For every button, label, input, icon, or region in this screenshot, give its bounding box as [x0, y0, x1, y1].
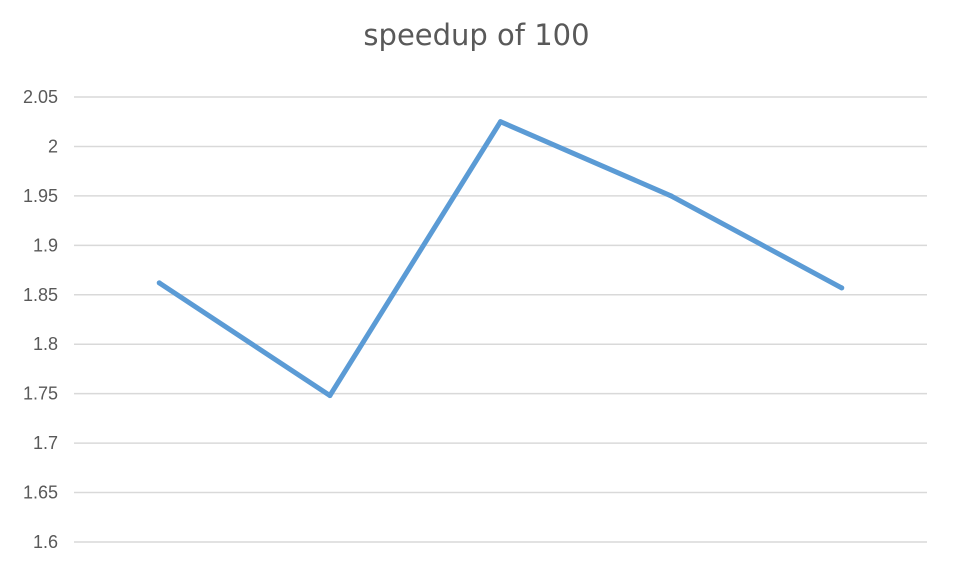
y-tick-label: 1.9 — [33, 235, 58, 255]
gridlines — [74, 96, 927, 543]
y-axis-tick-labels: 2.05 2 1.95 1.9 1.85 1.8 1.75 1.7 1.65 1.6 — [23, 87, 58, 552]
y-tick-label: 1.65 — [23, 483, 58, 503]
chart-title: speedup of 100 — [363, 18, 590, 52]
series-line — [156, 119, 845, 399]
y-tick-label: 1.8 — [33, 334, 58, 354]
series-layer — [156, 119, 845, 399]
data-point — [156, 280, 162, 286]
data-point — [327, 393, 333, 399]
data-point — [668, 193, 674, 199]
y-tick-label: 1.6 — [33, 532, 58, 552]
y-tick-label: 1.85 — [23, 285, 58, 305]
data-point — [839, 285, 845, 291]
data-point — [498, 119, 503, 125]
y-tick-label: 1.95 — [23, 186, 58, 206]
y-tick-label: 1.7 — [33, 433, 58, 453]
y-tick-label: 2.05 — [23, 87, 58, 107]
y-tick-label: 1.75 — [23, 384, 58, 404]
y-tick-label: 2 — [48, 136, 58, 156]
